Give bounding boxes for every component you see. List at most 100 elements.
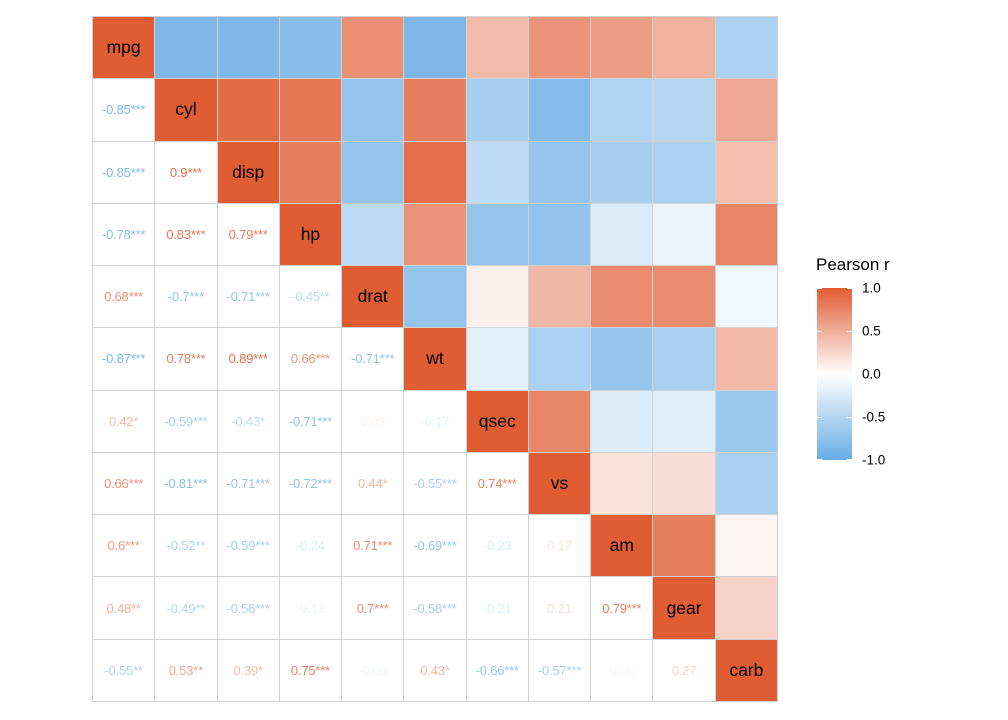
legend-tick-mark — [847, 288, 852, 289]
corr-value-carb-mpg: -0.55** — [93, 639, 155, 701]
corr-tile-drat-vs — [528, 266, 591, 328]
corr-tile-mpg-gear — [653, 17, 715, 79]
corr-tile-cyl-gear — [653, 79, 715, 141]
corr-tile-vs-carb — [715, 452, 777, 515]
corr-tile-disp-drat — [342, 141, 404, 203]
diagonal-label-gear: gear — [653, 577, 715, 639]
corr-value-wt-mpg: -0.87*** — [93, 328, 155, 390]
diagonal-label-disp: disp — [217, 141, 279, 203]
corr-value-hp-disp: 0.79*** — [217, 203, 279, 266]
corr-value-drat-disp: -0.71*** — [217, 266, 279, 328]
corr-value-drat-cyl: -0.7*** — [155, 266, 217, 328]
corr-tile-drat-carb — [715, 266, 777, 328]
corr-value-vs-qsec: 0.74*** — [466, 452, 528, 515]
legend-tick-label: -0.5 — [862, 409, 886, 425]
legend-tick-mark — [847, 417, 852, 418]
corr-tile-mpg-carb — [715, 17, 777, 79]
corr-tile-cyl-wt — [404, 79, 466, 141]
corr-value-disp-cyl: 0.9*** — [155, 141, 217, 203]
corr-value-am-hp: -0.24 — [279, 515, 342, 577]
corr-value-wt-drat: -0.71*** — [342, 328, 404, 390]
corr-value-hp-cyl: 0.83*** — [155, 203, 217, 266]
corr-tile-disp-vs — [528, 141, 591, 203]
corr-value-am-qsec: -0.23 — [466, 515, 528, 577]
corr-value-am-cyl: -0.52** — [155, 515, 217, 577]
corr-tile-qsec-vs — [528, 390, 591, 452]
legend: Pearson r 1.0 0.5 0.0 -0.5 -1.0 — [816, 255, 946, 495]
corr-value-gear-qsec: -0.21 — [466, 577, 528, 639]
diagonal-label-vs: vs — [528, 452, 591, 515]
corr-tile-wt-carb — [715, 328, 777, 390]
corr-value-gear-mpg: 0.48** — [93, 577, 155, 639]
corr-value-drat-mpg: 0.68*** — [93, 266, 155, 328]
legend-tick-label: 1.0 — [862, 280, 881, 296]
corr-value-carb-hp: 0.75*** — [279, 639, 342, 701]
diagonal-label-am: am — [591, 515, 653, 577]
corr-value-am-drat: 0.71*** — [342, 515, 404, 577]
corr-tile-disp-hp — [279, 141, 342, 203]
corr-tile-drat-am — [591, 266, 653, 328]
corr-tile-cyl-drat — [342, 79, 404, 141]
correlation-grid: mpg -0.85*** cyl -0.85*** 0.9*** disp -0.78***… — [92, 16, 778, 702]
corr-tile-mpg-wt — [404, 17, 466, 79]
corr-tile-hp-carb — [715, 203, 777, 266]
corr-tile-hp-qsec — [466, 203, 528, 266]
corr-tile-am-gear — [653, 515, 715, 577]
corr-tile-qsec-am — [591, 390, 653, 452]
corr-value-gear-cyl: -0.49** — [155, 577, 217, 639]
legend-colorbar — [817, 288, 852, 460]
corr-value-qsec-hp: -0.71*** — [279, 390, 342, 452]
legend-tick-mark — [817, 459, 822, 460]
corr-tile-mpg-qsec — [466, 17, 528, 79]
corr-value-am-mpg: 0.6*** — [93, 515, 155, 577]
diagonal-label-qsec: qsec — [466, 390, 528, 452]
legend-tick-mark — [817, 288, 822, 289]
legend-tick-label: 0.5 — [862, 323, 881, 339]
corr-value-qsec-mpg: 0.42* — [93, 390, 155, 452]
corr-value-hp-mpg: -0.78*** — [93, 203, 155, 266]
legend-tick-label: 0.0 — [862, 366, 881, 382]
corr-tile-wt-qsec — [466, 328, 528, 390]
corr-value-qsec-drat: 0.09 — [342, 390, 404, 452]
corr-value-disp-mpg: -0.85*** — [93, 141, 155, 203]
diagonal-label-drat: drat — [342, 266, 404, 328]
corr-tile-wt-vs — [528, 328, 591, 390]
corr-value-am-disp: -0.59*** — [217, 515, 279, 577]
corr-tile-cyl-carb — [715, 79, 777, 141]
diagonal-label-wt: wt — [404, 328, 466, 390]
legend-tick-mark — [847, 459, 852, 460]
corr-value-vs-mpg: 0.66*** — [93, 452, 155, 515]
corr-tile-mpg-disp — [217, 17, 279, 79]
corr-tile-disp-carb — [715, 141, 777, 203]
corr-tile-cyl-qsec — [466, 79, 528, 141]
legend-title: Pearson r — [816, 255, 890, 274]
corr-value-carb-qsec: -0.66*** — [466, 639, 528, 701]
corr-value-vs-drat: 0.44* — [342, 452, 404, 515]
corr-tile-drat-wt — [404, 266, 466, 328]
corr-tile-hp-am — [591, 203, 653, 266]
corr-tile-gear-carb — [715, 577, 777, 639]
corr-tile-qsec-carb — [715, 390, 777, 452]
corr-tile-hp-drat — [342, 203, 404, 266]
corr-value-gear-vs: 0.21 — [528, 577, 591, 639]
corr-tile-cyl-am — [591, 79, 653, 141]
corr-value-wt-hp: 0.66*** — [279, 328, 342, 390]
corr-value-carb-wt: 0.43* — [404, 639, 466, 701]
corr-tile-disp-wt — [404, 141, 466, 203]
corr-tile-wt-gear — [653, 328, 715, 390]
corr-tile-am-carb — [715, 515, 777, 577]
corr-tile-mpg-am — [591, 17, 653, 79]
corr-tile-cyl-vs — [528, 79, 591, 141]
corr-tile-mpg-hp — [279, 17, 342, 79]
corr-value-carb-gear: 0.27 — [653, 639, 715, 701]
corr-value-gear-hp: -0.13 — [279, 577, 342, 639]
corr-tile-disp-qsec — [466, 141, 528, 203]
corr-tile-disp-am — [591, 141, 653, 203]
legend-tick-label: -1.0 — [862, 452, 886, 468]
corr-value-drat-hp: -0.45** — [279, 266, 342, 328]
corr-value-carb-drat: -0.09 — [342, 639, 404, 701]
corr-tile-drat-gear — [653, 266, 715, 328]
corr-value-vs-cyl: -0.81*** — [155, 452, 217, 515]
corr-tile-cyl-disp — [217, 79, 279, 141]
